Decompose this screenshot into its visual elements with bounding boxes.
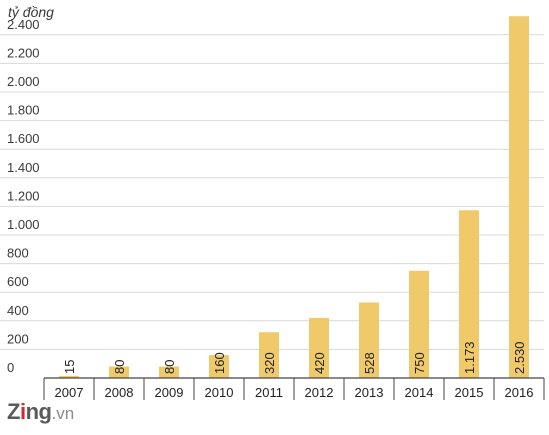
bar-chart: tỷ đồng 0 200 400 600 800 1.000 1.200 1.400 1.60… (0, 4, 545, 400)
value-label: 1.173 (462, 341, 477, 374)
bar (459, 210, 479, 378)
bar (359, 302, 379, 378)
x-tick-label: 2011 (255, 385, 283, 400)
x-tick-label: 2012 (305, 385, 334, 400)
x-tick-label: 2015 (455, 385, 484, 400)
bar (309, 317, 329, 378)
y-tick-label: 800 (7, 246, 29, 261)
y-tick-label: 2.000 (7, 74, 40, 89)
y-axis-ticks: 0 200 400 600 800 1.000 1.200 1.400 1.600 1.800 2.… (7, 17, 40, 375)
y-tick-label: 1.200 (7, 188, 40, 203)
y-tick-label: 1.800 (7, 103, 40, 118)
bar (109, 366, 129, 378)
x-tick-label: 2014 (405, 385, 434, 400)
bar (159, 366, 179, 378)
unit-label: tỷ đồng (8, 4, 54, 20)
x-tick-label: 2007 (55, 385, 84, 400)
bars (59, 16, 529, 379)
value-label: 320 (262, 352, 277, 374)
y-tick-label: 2.400 (7, 17, 40, 32)
logo-domain: .vn (51, 404, 75, 423)
y-tick-label: 1.400 (7, 160, 40, 175)
x-axis: 2007 2008 2009 2010 2011 2012 2013 2014 2015 2016 (43, 377, 545, 400)
bar (509, 16, 529, 379)
y-tick-label: 200 (7, 331, 29, 346)
y-tick-label: 600 (7, 274, 29, 289)
value-label: 80 (162, 360, 177, 374)
x-tick-label: 2016 (505, 385, 534, 400)
logo-brand: Zing (7, 399, 52, 424)
bar (409, 270, 429, 378)
x-tick-label: 2010 (205, 385, 234, 400)
value-label: 80 (112, 360, 127, 374)
bar (259, 332, 279, 378)
value-label: 420 (312, 352, 327, 374)
value-label: 15 (62, 360, 77, 374)
value-label: 2.530 (512, 341, 527, 374)
value-label: 750 (412, 352, 427, 374)
value-label: 160 (212, 352, 227, 374)
x-tick-label: 2009 (155, 385, 184, 400)
bar (59, 375, 79, 378)
x-tick-label: 2013 (355, 385, 384, 400)
y-tick-label: 0 (7, 360, 14, 375)
bar (209, 355, 229, 378)
y-tick-label: 1.000 (7, 217, 40, 232)
x-tick-label: 2008 (105, 385, 134, 400)
y-tick-label: 400 (7, 303, 29, 318)
y-tick-label: 1.600 (7, 131, 40, 146)
zing-logo: Zing.vn (7, 399, 74, 425)
value-labels: 15 80 80 160 320 420 528 750 1.173 2.530 (62, 341, 527, 374)
value-label: 528 (362, 352, 377, 374)
y-tick-label: 2.200 (7, 45, 40, 60)
